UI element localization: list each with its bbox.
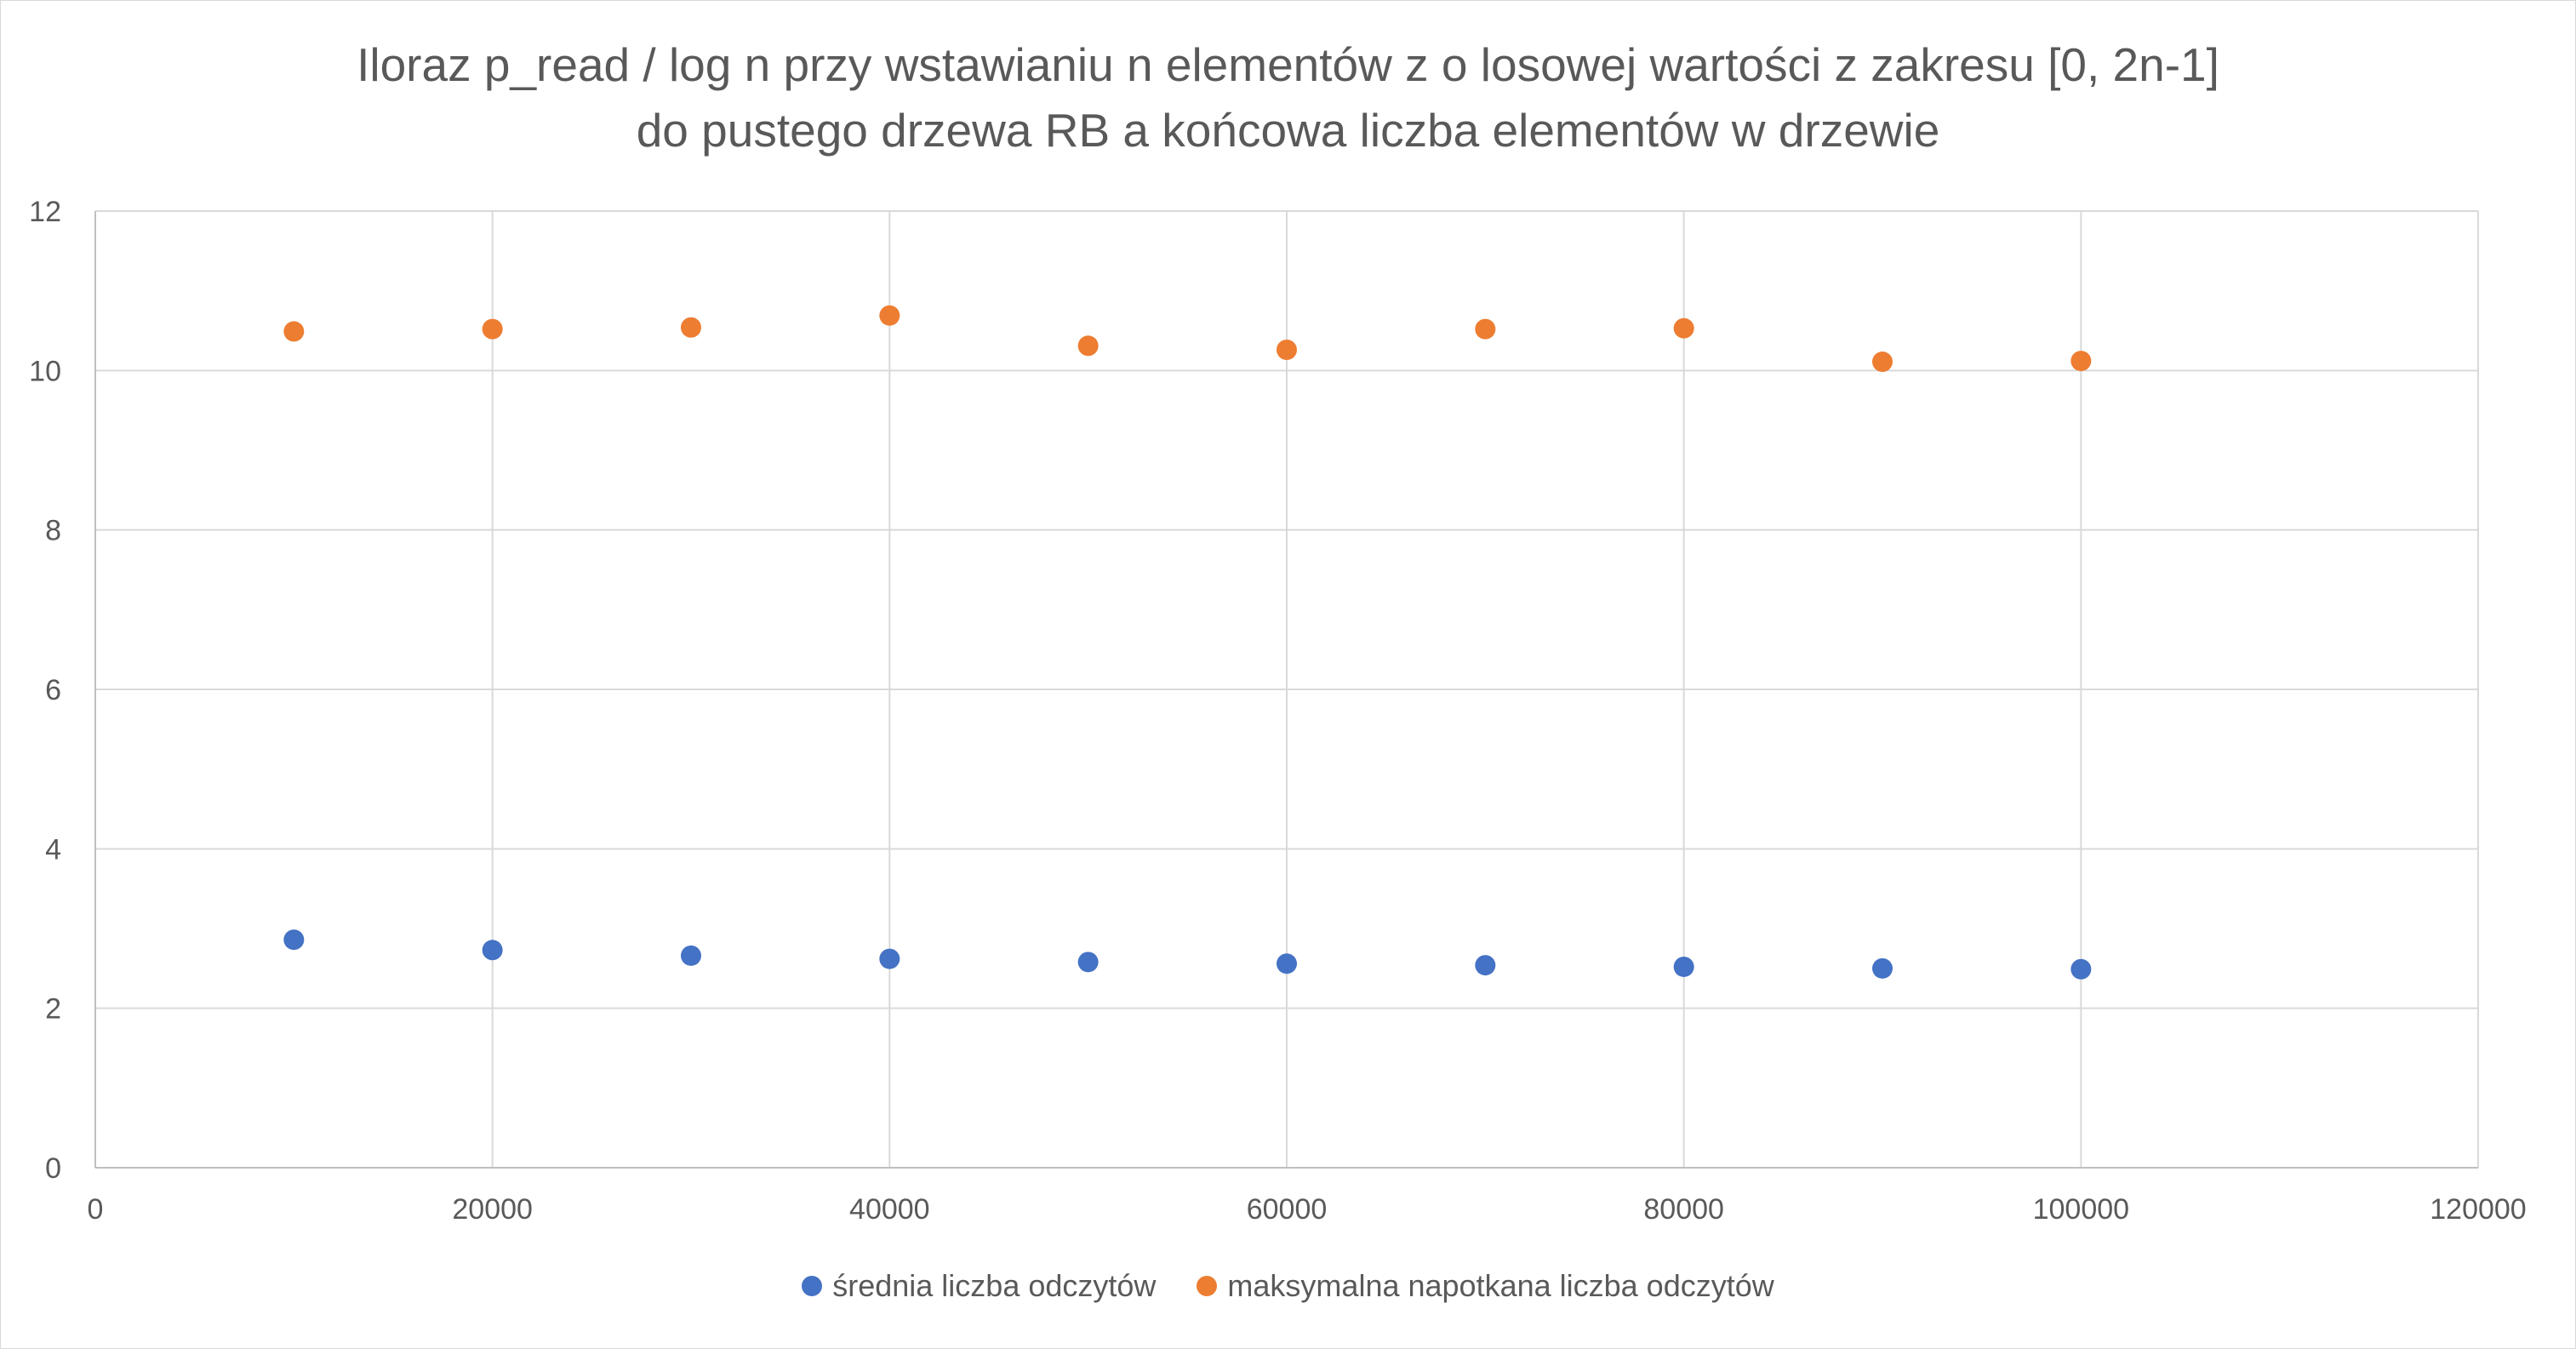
x-tick-label: 20000 xyxy=(452,1193,533,1226)
x-axis-tick-labels: 0 20000 40000 60000 80000 100000 120000 xyxy=(88,1193,2527,1226)
data-point xyxy=(879,948,900,969)
data-point xyxy=(681,317,701,338)
gridlines xyxy=(95,210,2479,1168)
data-point xyxy=(681,945,701,966)
data-point xyxy=(482,940,503,961)
data-point xyxy=(283,929,305,951)
x-tick-label: 60000 xyxy=(1247,1193,1328,1226)
chart-title-line-1: Iloraz p_read / log n przy wstawianiu n … xyxy=(357,38,2219,91)
legend-marker xyxy=(1197,1276,1218,1296)
x-tick-label: 40000 xyxy=(849,1193,930,1226)
chart-title: Iloraz p_read / log n przy wstawianiu n … xyxy=(0,32,2576,163)
y-tick-label: 0 xyxy=(45,1152,61,1185)
x-tick-label: 100000 xyxy=(2033,1193,2129,1226)
y-tick-label: 8 xyxy=(45,515,61,547)
data-point xyxy=(1673,956,1694,977)
x-tick-label: 80000 xyxy=(1643,1193,1724,1226)
legend-label: średnia liczba odczytów xyxy=(832,1268,1157,1303)
x-tick-label: 120000 xyxy=(2430,1193,2526,1226)
data-point xyxy=(1872,957,1893,979)
series-2 xyxy=(283,305,2092,373)
x-tick-label: 0 xyxy=(88,1193,104,1226)
data-point xyxy=(482,318,503,340)
legend-label: maksymalna napotkana liczba odczytów xyxy=(1227,1268,1774,1303)
y-tick-label: 4 xyxy=(45,833,61,866)
data-point xyxy=(1475,318,1496,340)
chart-title-line-2: do pustego drzewa RB a końcowa liczba el… xyxy=(636,104,1940,157)
legend-marker xyxy=(802,1276,823,1296)
data-point xyxy=(1673,317,1694,339)
data-point xyxy=(1277,953,1297,975)
data-point xyxy=(879,305,900,326)
data-point xyxy=(1077,335,1099,357)
data-point xyxy=(283,321,305,342)
y-tick-label: 2 xyxy=(45,993,61,1026)
data-point xyxy=(1277,339,1297,360)
legend: średnia liczba odczytów maksymalna napotk… xyxy=(0,1268,2576,1304)
axes xyxy=(94,211,2478,1169)
y-tick-label: 6 xyxy=(45,674,61,706)
y-tick-label: 12 xyxy=(29,196,61,228)
data-point xyxy=(1872,352,1893,373)
legend-item: maksymalna napotkana liczba odczytów xyxy=(1197,1268,1774,1304)
series-1 xyxy=(283,929,2092,980)
y-axis-tick-labels: 0 2 4 6 8 10 12 xyxy=(29,196,61,1185)
data-point xyxy=(1077,952,1099,973)
data-point xyxy=(1475,955,1496,976)
data-points xyxy=(283,305,2092,980)
data-point xyxy=(2071,958,2092,980)
legend-item: średnia liczba odczytów xyxy=(802,1268,1156,1304)
y-tick-label: 10 xyxy=(29,355,61,387)
data-point xyxy=(2071,351,2092,372)
